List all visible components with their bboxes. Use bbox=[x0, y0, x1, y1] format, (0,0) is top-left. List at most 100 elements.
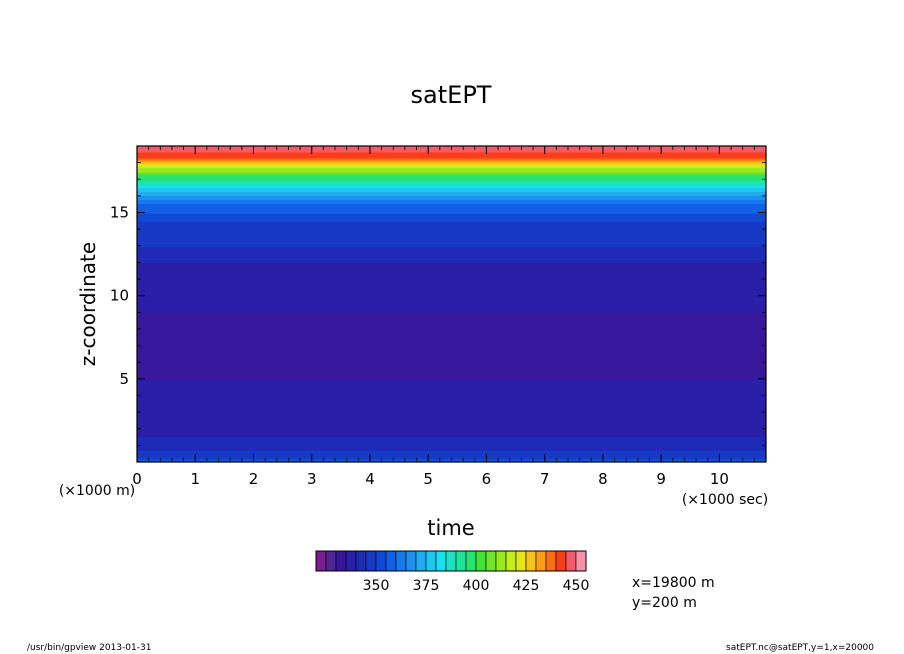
x-tick-label: 0 bbox=[132, 470, 142, 488]
contour-band bbox=[137, 450, 766, 453]
contour-band bbox=[137, 270, 766, 273]
contour-band bbox=[137, 207, 766, 210]
colorbar-frame bbox=[315, 550, 587, 572]
footer-left: /usr/bin/gpview 2013-01-31 bbox=[27, 643, 151, 653]
contour-band bbox=[137, 252, 766, 256]
contour-band bbox=[137, 410, 766, 414]
colorbar-swatch bbox=[375, 550, 387, 572]
colorbar-swatch bbox=[355, 550, 367, 572]
x-tick-label: 5 bbox=[423, 470, 433, 488]
contour-band bbox=[137, 402, 766, 406]
colorbar-swatch bbox=[445, 550, 457, 572]
contour-band bbox=[137, 236, 766, 240]
contour-band bbox=[137, 201, 766, 204]
contour-band bbox=[137, 282, 766, 285]
contour-band bbox=[137, 232, 766, 236]
contour-band bbox=[137, 337, 766, 341]
contour-band bbox=[137, 444, 766, 447]
y-axis: 5 10 15 bbox=[110, 162, 766, 446]
colorbar-swatch bbox=[315, 550, 327, 572]
colorbar-swatch bbox=[335, 550, 347, 572]
contour-band bbox=[137, 331, 766, 335]
contour-band bbox=[137, 242, 766, 246]
colorbar-swatch bbox=[325, 550, 337, 572]
contour-band bbox=[137, 347, 766, 351]
contour-band bbox=[137, 234, 766, 238]
colorbar-swatch bbox=[395, 550, 407, 572]
contour-band bbox=[137, 422, 766, 426]
contour-band bbox=[137, 203, 766, 206]
colorbar-swatch bbox=[405, 550, 417, 572]
colorbar-swatch bbox=[515, 550, 527, 572]
colorbar-swatch bbox=[505, 550, 517, 572]
contour-band bbox=[137, 191, 766, 194]
colorbar: 350 375 400 425 450 bbox=[315, 550, 589, 594]
x-tick-label: 8 bbox=[598, 470, 608, 488]
contour-band bbox=[137, 448, 766, 451]
contour-band bbox=[137, 179, 766, 183]
colorbar-swatch bbox=[385, 550, 397, 572]
contour-band bbox=[137, 302, 766, 305]
contour-band bbox=[137, 223, 766, 226]
x-tick-label: 9 bbox=[656, 470, 666, 488]
contour-band bbox=[137, 177, 766, 181]
contour-band bbox=[137, 428, 766, 431]
colorbar-swatch bbox=[365, 550, 377, 572]
contour-band bbox=[137, 290, 766, 293]
contour-band bbox=[137, 408, 766, 412]
colorbar-tick-label: 350 bbox=[363, 578, 390, 594]
contour-band bbox=[137, 292, 766, 295]
contour-band bbox=[137, 412, 766, 416]
contour-band bbox=[137, 424, 766, 428]
colorbar-swatch bbox=[465, 550, 477, 572]
contour-band bbox=[137, 171, 766, 175]
chart-title: satEPT bbox=[411, 81, 492, 109]
contour-band bbox=[137, 305, 766, 309]
contour-band bbox=[137, 440, 766, 443]
x-axis: 0 1 2 3 4 5 6 7 8 9 10 bbox=[132, 146, 767, 488]
contour-band bbox=[137, 383, 766, 386]
contour-band bbox=[137, 351, 766, 354]
contour-band bbox=[137, 363, 766, 366]
x-tick-label: 3 bbox=[307, 470, 317, 488]
contour-band bbox=[137, 379, 766, 382]
contour-band bbox=[137, 163, 766, 167]
contour-band bbox=[137, 343, 766, 347]
contour-band bbox=[137, 175, 766, 179]
contour-band bbox=[137, 390, 766, 394]
contour-band bbox=[137, 375, 766, 378]
contour-band bbox=[137, 238, 766, 242]
colorbar-tick-label: 400 bbox=[463, 578, 490, 594]
y-tick-label: 5 bbox=[119, 370, 129, 388]
contour-band bbox=[137, 311, 766, 315]
contour-band bbox=[137, 153, 766, 157]
contour-band bbox=[137, 369, 766, 372]
contour-band bbox=[137, 329, 766, 333]
contour-band bbox=[137, 396, 766, 400]
contour-band bbox=[137, 151, 766, 155]
contour-band bbox=[137, 416, 766, 420]
contour-band bbox=[137, 195, 766, 198]
contour-band bbox=[137, 248, 766, 252]
contour-band bbox=[137, 280, 766, 283]
contour-band bbox=[137, 420, 766, 424]
contour-band bbox=[137, 357, 766, 360]
contour-band bbox=[137, 181, 766, 185]
contour-band bbox=[137, 307, 766, 311]
contour-band bbox=[137, 323, 766, 327]
contour-band bbox=[137, 335, 766, 339]
contour-band bbox=[137, 185, 766, 189]
colorbar-swatch bbox=[345, 550, 357, 572]
colorbar-swatch bbox=[575, 550, 587, 572]
colorbar-swatch bbox=[495, 550, 507, 572]
colorbar-swatch bbox=[555, 550, 567, 572]
contour-band bbox=[137, 434, 766, 437]
y-tick-label: 15 bbox=[110, 204, 129, 222]
contour-band bbox=[137, 278, 766, 281]
contour-band bbox=[137, 149, 766, 153]
contour-band bbox=[137, 264, 766, 268]
contour-band bbox=[137, 315, 766, 319]
contour-band bbox=[137, 406, 766, 410]
contour-band bbox=[137, 193, 766, 196]
contour-band bbox=[137, 187, 766, 191]
